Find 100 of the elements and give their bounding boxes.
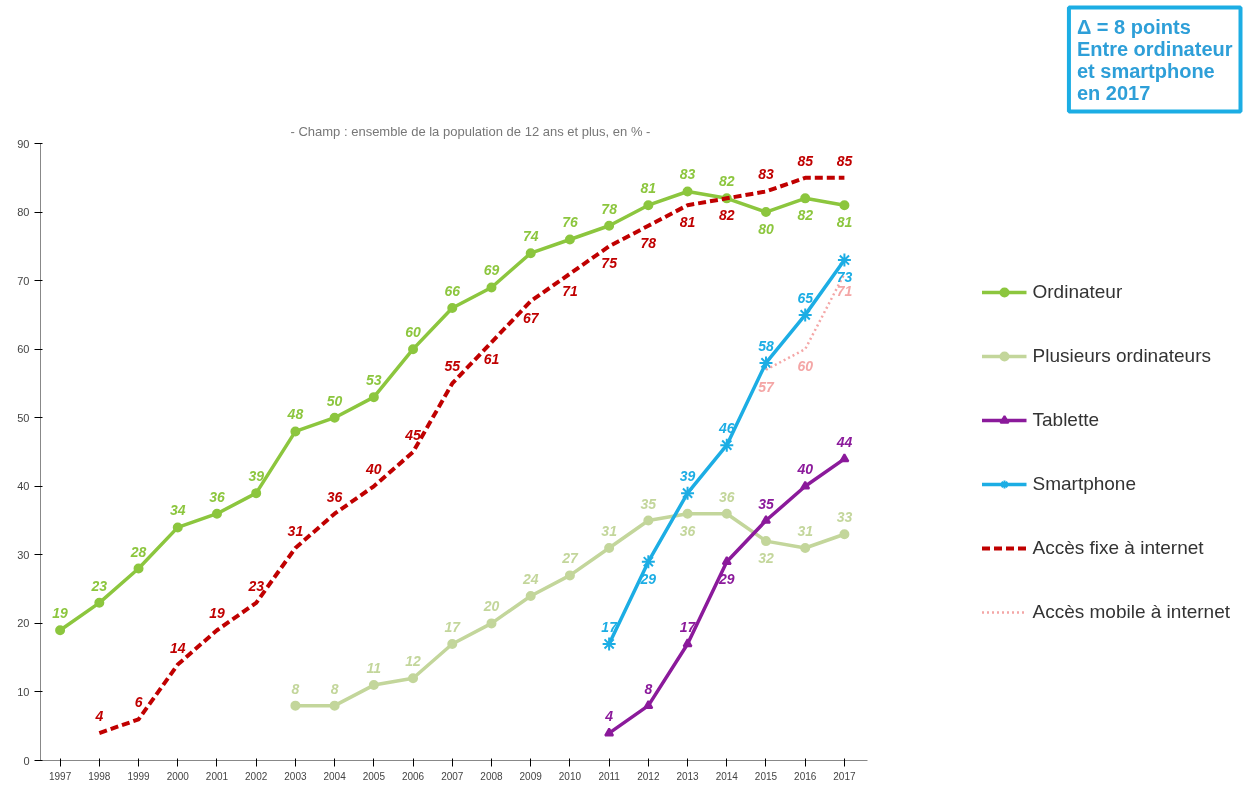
- data-label: 61: [483, 351, 500, 368]
- data-label: 44: [835, 433, 853, 450]
- y-tick-label: 10: [17, 685, 30, 698]
- data-label: 39: [679, 468, 696, 485]
- data-label: 67: [522, 310, 540, 327]
- x-tick-label: 2007: [441, 770, 464, 782]
- x-tick-label: 2012: [637, 770, 660, 782]
- legend-label: Tablette: [1032, 408, 1100, 431]
- data-label: 81: [640, 180, 657, 197]
- text: Δ = 8 points Entre ordinateur et smartphone en 2017: [1076, 15, 1233, 104]
- data-label: 8: [291, 680, 300, 697]
- x-tick-label: 2017: [833, 770, 856, 782]
- y-tick-label: 30: [17, 548, 30, 561]
- data-label: 40: [365, 461, 382, 478]
- data-label: 81: [679, 214, 696, 231]
- data-label: 60: [405, 324, 422, 341]
- y-tick-label: 40: [17, 480, 30, 493]
- data-label: 78: [640, 234, 657, 251]
- y-tick-label: 60: [17, 343, 30, 356]
- legend-label: Smartphone: [1032, 472, 1137, 495]
- data-label: 11: [366, 660, 382, 677]
- data-label: 17: [444, 618, 462, 635]
- data-label: 29: [639, 570, 657, 587]
- x-tick-label: 2008: [480, 770, 504, 782]
- data-label: 14: [169, 639, 186, 656]
- data-label: 45: [404, 427, 422, 443]
- legend-label: Accès fixe à internet: [1032, 536, 1204, 559]
- data-label: 40: [796, 461, 814, 478]
- data-label: 31: [797, 522, 814, 539]
- data-label: 82: [797, 207, 814, 224]
- data-label: 12: [405, 653, 422, 670]
- data-label: 19: [209, 605, 225, 622]
- data-label: 32: [758, 550, 774, 567]
- data-label: 48: [286, 406, 304, 423]
- data-label: 83: [679, 166, 696, 183]
- data-label: 23: [247, 577, 265, 594]
- x-tick-label: 2014: [715, 770, 739, 782]
- data-label: 39: [248, 468, 265, 485]
- data-label: 20: [482, 598, 500, 615]
- data-label: 50: [326, 392, 343, 409]
- x-tick-label: 1999: [127, 770, 151, 782]
- data-label: 74: [522, 228, 539, 245]
- data-label: 75: [601, 255, 618, 272]
- y-tick-label: 0: [23, 754, 30, 767]
- data-label: 17: [601, 618, 619, 635]
- y-tick-label: 80: [17, 206, 30, 219]
- data-label: 82: [718, 207, 735, 224]
- x-tick-label: 2005: [362, 770, 386, 782]
- y-tick-label: 50: [17, 411, 30, 424]
- x-tick-label: 2011: [598, 770, 621, 782]
- data-label: 23: [90, 577, 108, 594]
- x-tick-label: 2015: [754, 770, 778, 782]
- x-tick-label: 2004: [323, 770, 347, 782]
- data-label: 36: [718, 488, 735, 505]
- data-label: 36: [679, 522, 696, 539]
- data-label: 19: [52, 605, 69, 622]
- data-label: 4: [94, 708, 104, 725]
- data-label: 82: [718, 173, 735, 190]
- data-label: 6: [134, 694, 143, 711]
- y-tick-label: 70: [17, 274, 30, 287]
- data-label: 80: [758, 221, 774, 238]
- x-tick-label: 2001: [205, 770, 229, 782]
- legend-label: Plusieurs ordinateurs: [1032, 344, 1211, 367]
- x-tick-label: 2016: [794, 770, 817, 782]
- data-label: 85: [797, 152, 814, 169]
- data-label: 76: [562, 214, 578, 231]
- data-label: 81: [836, 214, 853, 231]
- data-label: 71: [562, 282, 578, 299]
- data-label: 69: [483, 262, 500, 279]
- y-tick-label: 20: [17, 617, 30, 630]
- data-label: 35: [758, 495, 774, 512]
- x-tick-label: 2009: [519, 770, 543, 782]
- x-tick-label: 1997: [48, 770, 72, 782]
- data-label: 31: [601, 522, 618, 539]
- data-label: 29: [717, 570, 735, 587]
- data-label: 27: [561, 550, 579, 567]
- data-label: 57: [758, 378, 775, 395]
- data-label: 35: [640, 495, 657, 512]
- data-label: 65: [797, 289, 814, 306]
- data-label: 66: [444, 283, 461, 300]
- data-label: 85: [836, 152, 853, 169]
- data-label: 4: [604, 708, 614, 725]
- data-label: 83: [758, 166, 774, 183]
- x-tick-label: 2003: [284, 770, 307, 782]
- data-label: 55: [444, 358, 461, 375]
- data-label: 58: [758, 337, 774, 354]
- data-label: 8: [330, 680, 339, 697]
- x-tick-label: 2010: [558, 770, 582, 782]
- data-label: 33: [836, 509, 853, 526]
- x-tick-label: 2013: [676, 770, 700, 782]
- x-tick-label: 2002: [245, 770, 268, 782]
- data-label: 28: [129, 543, 147, 560]
- data-label: 24: [521, 570, 539, 587]
- data-label: 31: [287, 522, 304, 539]
- legend-label: Ordinateur: [1032, 280, 1123, 303]
- data-label: 34: [169, 502, 186, 519]
- data-label: 53: [366, 372, 382, 389]
- data-label: 36: [326, 488, 343, 505]
- x-tick-label: 1998: [88, 770, 111, 782]
- data-label: 36: [209, 488, 225, 505]
